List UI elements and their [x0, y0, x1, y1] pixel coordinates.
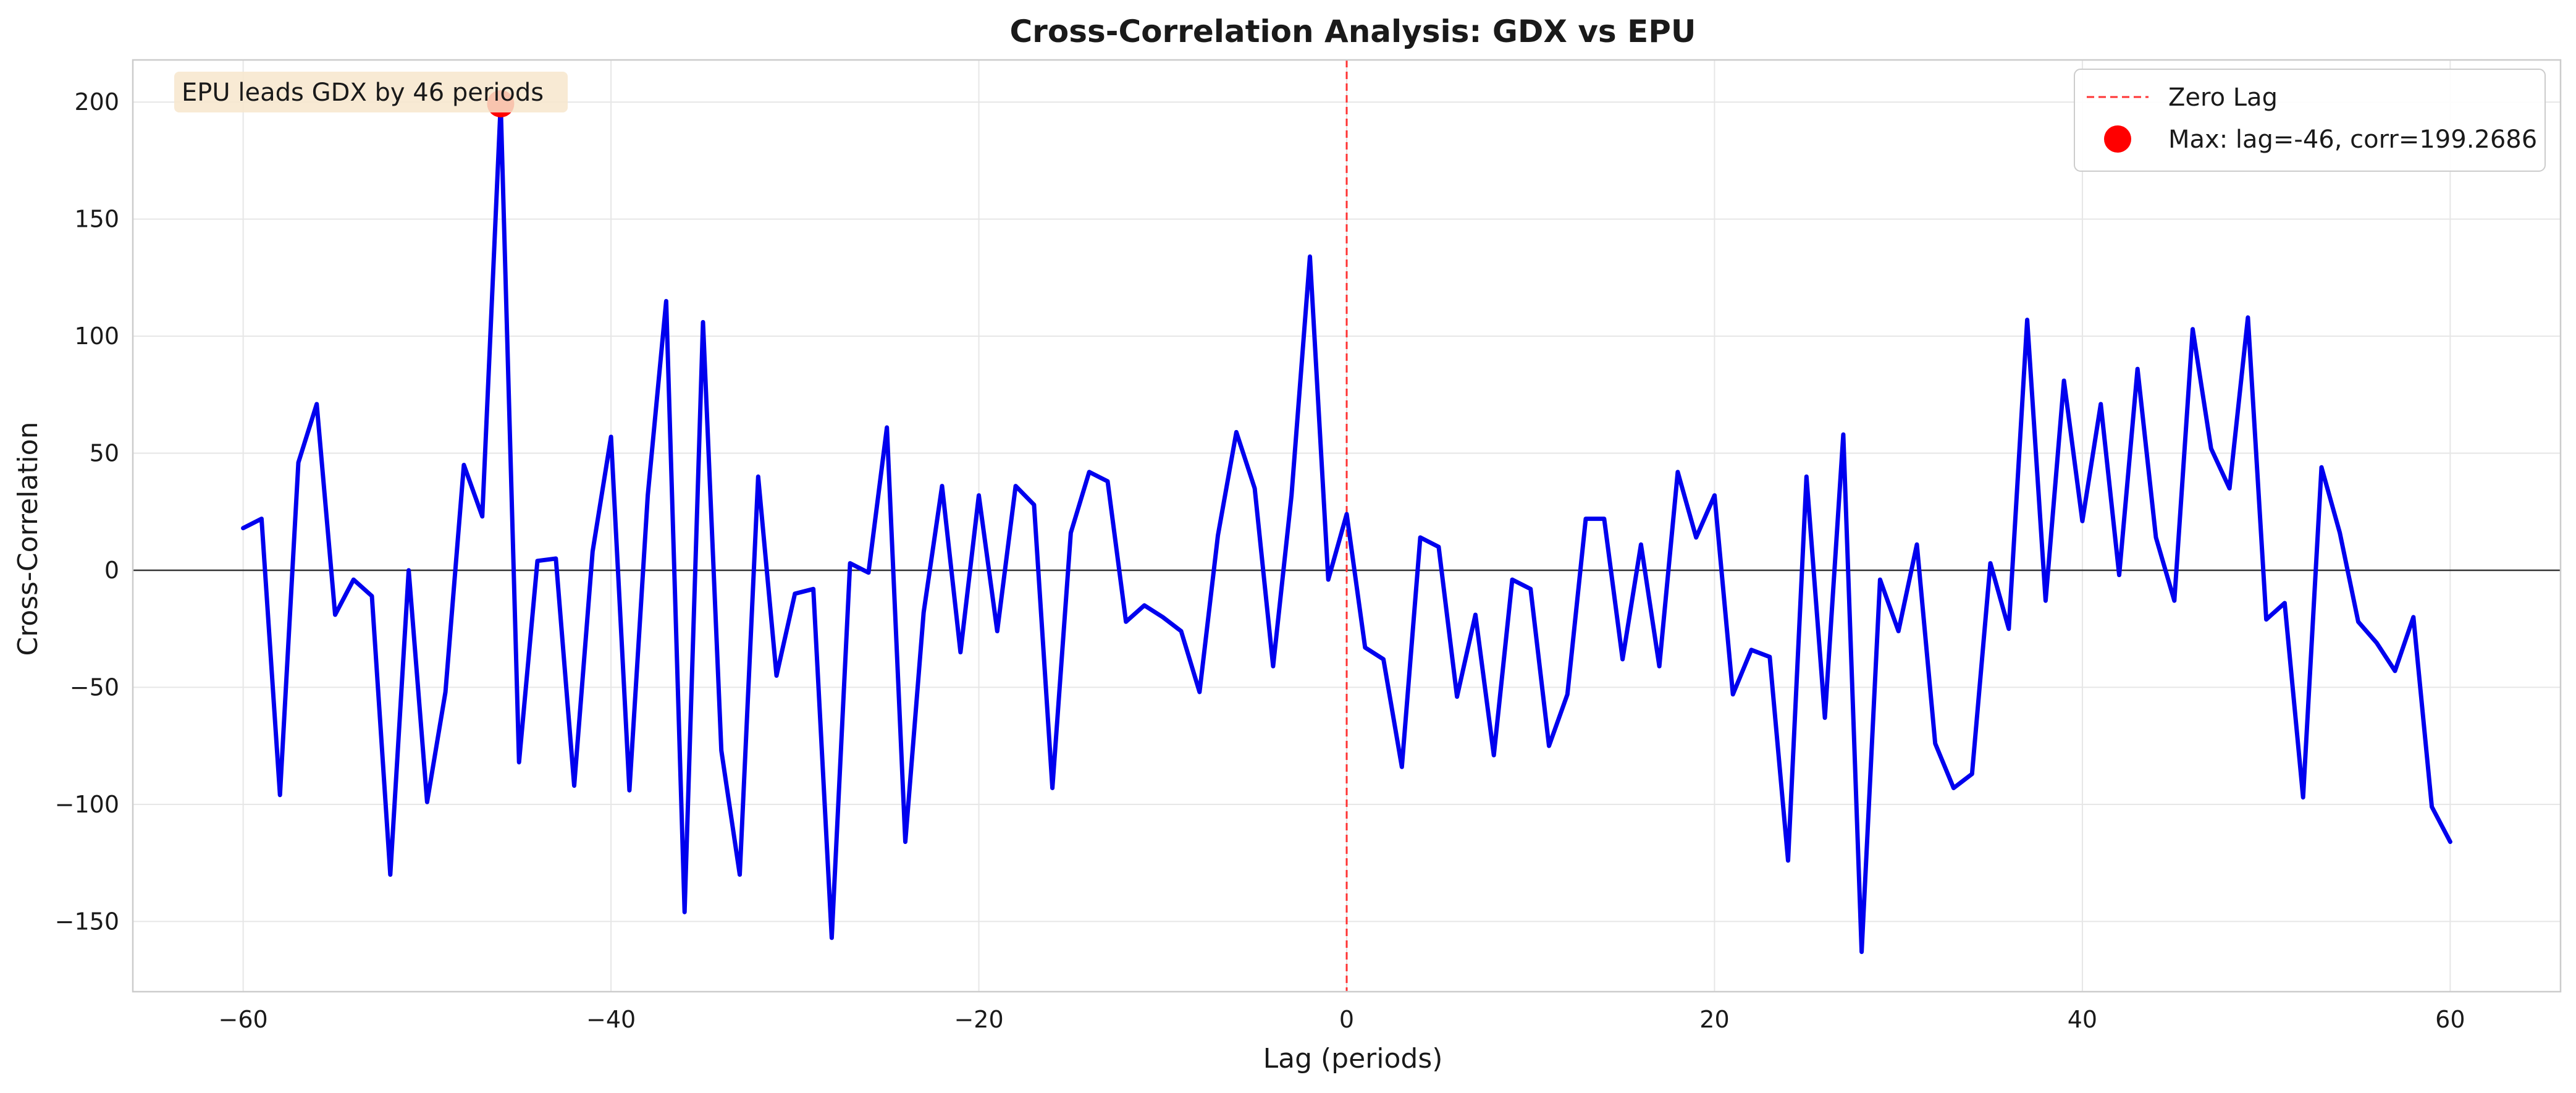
y-tick-label: 50 — [90, 440, 119, 467]
series-layer — [241, 101, 2452, 955]
x-tick-label: −60 — [219, 1006, 268, 1033]
y-axis-label: Cross-Correlation — [12, 421, 44, 656]
y-tick-label: −50 — [70, 673, 119, 701]
y-tick-label: −100 — [55, 791, 119, 818]
x-tick-label: 20 — [1699, 1006, 1729, 1033]
y-tick-label: −150 — [55, 908, 119, 935]
x-tick-label: 40 — [2068, 1006, 2097, 1033]
annotation-box — [174, 72, 568, 112]
plot-frame — [132, 59, 2562, 993]
legend-max-marker-swatch — [2104, 125, 2131, 153]
y-tick-label: 100 — [74, 323, 119, 350]
y-tick-label: 200 — [74, 88, 119, 116]
legend-max-label: Max: lag=-46, corr=199.2686 — [2168, 125, 2537, 154]
y-tick-label: 150 — [74, 206, 119, 233]
x-axis-label: Lag (periods) — [1263, 1043, 1443, 1074]
x-tick-label: 0 — [1339, 1006, 1354, 1033]
x-tick-label: −20 — [954, 1006, 1003, 1033]
x-tick-label: −40 — [586, 1006, 636, 1033]
chart-title: Cross-Correlation Analysis: GDX vs EPU — [1009, 14, 1696, 49]
legend-box — [2074, 69, 2546, 172]
legend-zero-lag-label: Zero Lag — [2168, 83, 2278, 112]
lead-annotation: EPU leads GDX by 46 periods — [174, 72, 568, 112]
annotation-text: EPU leads GDX by 46 periods — [182, 78, 544, 107]
x-tick-label: 60 — [2435, 1006, 2465, 1033]
y-tick-label: 0 — [104, 557, 119, 584]
legend: Zero Lag Max: lag=-46, corr=199.2686 — [2074, 69, 2546, 172]
axis-layer: −60 −40 −20 0 20 40 60 −150 −100 −50 0 50 100 150 200 — [55, 59, 2562, 1033]
cross-correlation-line — [241, 101, 2452, 955]
